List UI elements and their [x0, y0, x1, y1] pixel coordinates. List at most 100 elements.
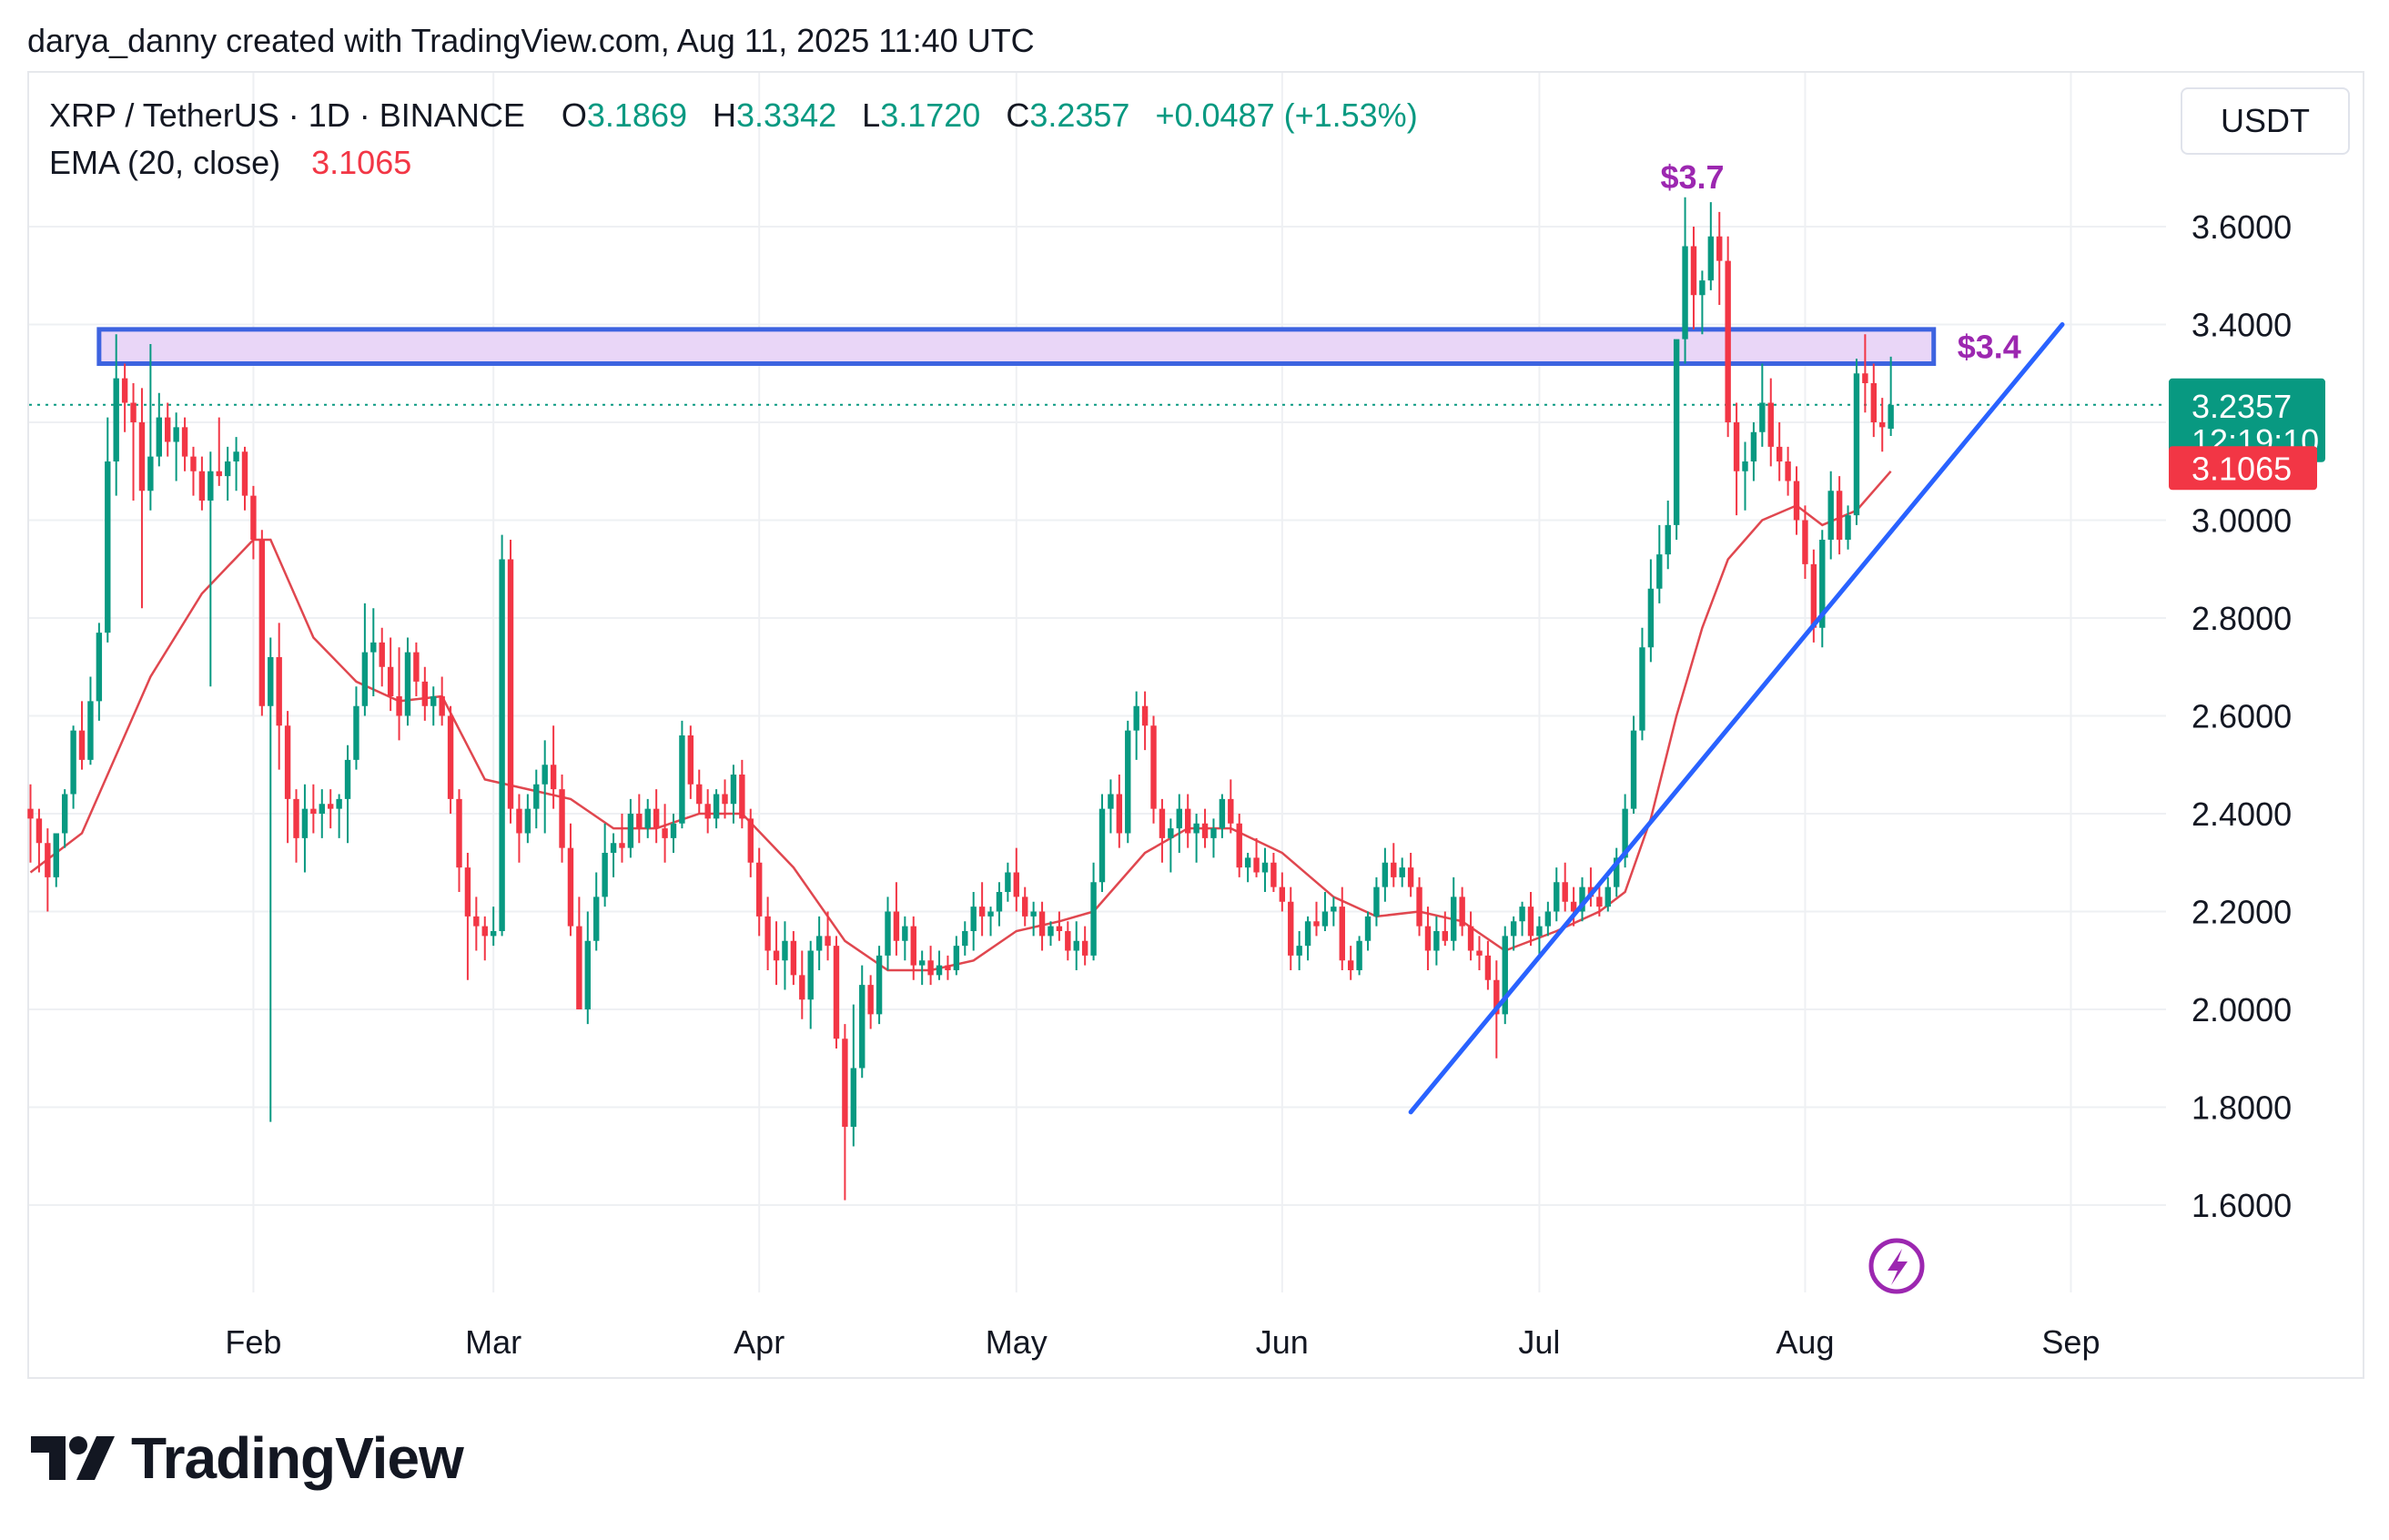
candle [1484, 940, 1492, 990]
candle [1364, 911, 1372, 951]
candle-body [1391, 862, 1397, 877]
candle-body [730, 775, 737, 805]
support-trendline[interactable] [1408, 322, 2065, 1115]
candle [1219, 794, 1226, 838]
candle [1013, 847, 1019, 912]
candle [687, 725, 694, 799]
candle-body [893, 911, 900, 941]
candle [1639, 627, 1645, 741]
candle [430, 686, 437, 726]
candle [593, 872, 600, 951]
candle-body [113, 378, 119, 461]
legend-symbol[interactable]: XRP / TetherUS · 1D · BINANCE [49, 96, 525, 134]
legend-low: 3.1720 [880, 96, 981, 134]
candle-body [1424, 926, 1432, 951]
candle-body [807, 950, 814, 1000]
candle-body [284, 725, 291, 799]
candle [1022, 887, 1028, 927]
candle-body [1785, 461, 1791, 481]
candle [1502, 926, 1508, 1025]
candle-body [790, 940, 797, 976]
candle [653, 789, 660, 844]
candle-body [1364, 916, 1372, 941]
candle-body [1356, 940, 1362, 970]
candle [473, 897, 480, 951]
candle [241, 446, 248, 511]
candle [978, 882, 986, 937]
candle [481, 916, 488, 961]
legend-ema-value: 3.1065 [311, 144, 412, 181]
candle [1725, 236, 1731, 438]
candle [421, 666, 429, 721]
candle-body [696, 784, 703, 805]
candle [1459, 887, 1465, 937]
candle [1699, 270, 1706, 335]
legend-ohlc: XRP / TetherUS · 1D · BINANCE O3.1869 H3… [49, 96, 1418, 135]
candle-body [1090, 882, 1097, 956]
candle-body [70, 730, 76, 795]
tradingview-logo-text: TradingView [131, 1425, 464, 1491]
trendline-layer[interactable] [1408, 322, 2065, 1115]
candle [268, 637, 274, 1122]
candle-body [1125, 730, 1131, 834]
candle [456, 789, 462, 892]
candle-body [1665, 524, 1671, 555]
candle-body [627, 814, 634, 848]
x-tick-label: Jun [1256, 1323, 1309, 1361]
candle-body [1141, 705, 1149, 726]
candle-body [1108, 794, 1114, 809]
candle [396, 647, 402, 741]
candle-body [739, 775, 745, 819]
candle-body [147, 456, 154, 491]
candle-body [499, 559, 505, 931]
candle-body [996, 892, 1003, 912]
candle-body [1596, 897, 1603, 907]
candle [910, 916, 916, 980]
candle-body [198, 471, 206, 501]
candle-body [567, 847, 574, 927]
candle-body [653, 808, 660, 829]
candle-body [576, 926, 582, 1009]
candle [208, 451, 214, 687]
tradingview-logo[interactable]: TradingView [29, 1424, 464, 1492]
candle-body [927, 960, 934, 976]
candle-body [1022, 897, 1028, 917]
candle-body [636, 814, 643, 829]
candle-body [421, 681, 429, 706]
candle [130, 383, 137, 501]
candle [1116, 775, 1123, 848]
currency-button[interactable]: USDT [2181, 87, 2350, 155]
candle-body [936, 965, 943, 976]
x-tick-label: Feb [225, 1323, 281, 1361]
flash-icon-layer[interactable] [1868, 1238, 1925, 1294]
candle-body [1604, 887, 1611, 907]
x-tick-label: Sep [2041, 1323, 2100, 1361]
resistance-zone[interactable] [96, 327, 1937, 366]
candle-body [490, 931, 497, 937]
candle [1133, 691, 1139, 760]
ema-layer [29, 403, 2166, 972]
candle-body [387, 666, 394, 696]
candle-body [1288, 901, 1294, 956]
candle-body [524, 808, 531, 834]
y-tick-label: 2.6000 [2192, 698, 2292, 735]
candle [1168, 818, 1174, 873]
candle [1604, 876, 1611, 912]
candle [1879, 398, 1886, 452]
candle-body [1630, 730, 1637, 809]
candle [1793, 466, 1800, 535]
header-credit: darya_danny created with TradingView.com… [27, 22, 1035, 59]
candle-body [1451, 897, 1457, 941]
candle-body [1750, 431, 1757, 461]
candle-body [1219, 798, 1226, 829]
candle [1048, 921, 1054, 947]
candle-body [121, 378, 128, 403]
candle-body [1699, 280, 1706, 296]
candle [1313, 901, 1320, 937]
candle-body [1716, 236, 1723, 261]
legend-ema-label[interactable]: EMA (20, close) [49, 144, 281, 181]
candle [842, 1024, 848, 1201]
candle [1630, 715, 1637, 814]
candle [1767, 378, 1774, 467]
